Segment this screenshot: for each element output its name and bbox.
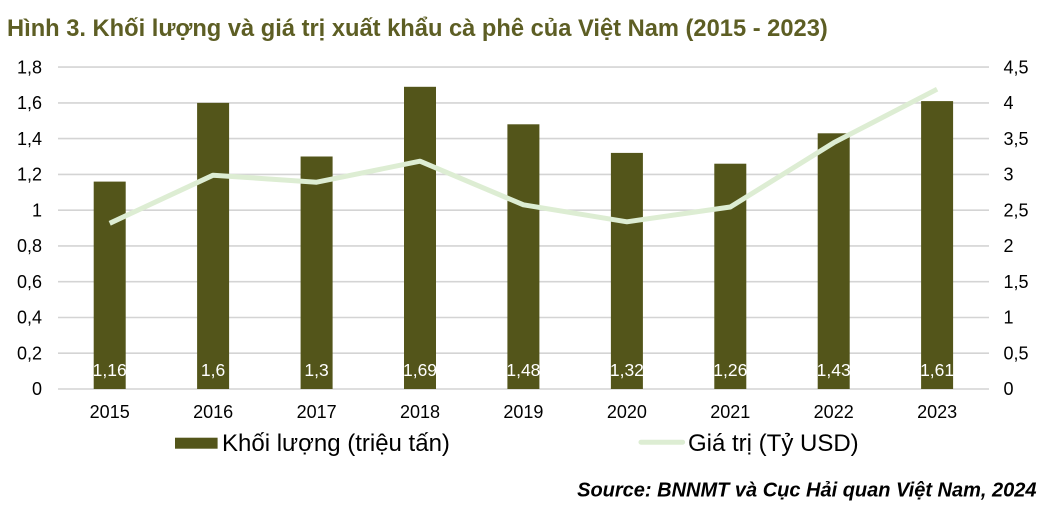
svg-text:1,5: 1,5	[1004, 272, 1029, 292]
svg-text:2020: 2020	[607, 402, 647, 422]
svg-text:2019: 2019	[503, 402, 543, 422]
svg-text:2: 2	[1004, 236, 1014, 256]
svg-text:1,48: 1,48	[506, 360, 540, 380]
svg-text:1,2: 1,2	[17, 165, 42, 185]
svg-text:1,43: 1,43	[817, 360, 851, 380]
svg-text:2018: 2018	[400, 402, 440, 422]
svg-text:1,6: 1,6	[17, 93, 42, 113]
svg-text:0,5: 0,5	[1004, 343, 1029, 363]
svg-text:Source: BNNMT và Cục Hải quan: Source: BNNMT và Cục Hải quan Việt Nam, …	[577, 480, 1036, 502]
svg-text:2016: 2016	[193, 402, 233, 422]
svg-text:1,6: 1,6	[201, 360, 225, 380]
svg-text:1,26: 1,26	[713, 360, 747, 380]
svg-text:4,5: 4,5	[1004, 57, 1029, 77]
svg-text:2017: 2017	[297, 402, 337, 422]
svg-text:0,2: 0,2	[17, 343, 42, 363]
svg-text:1,61: 1,61	[920, 360, 954, 380]
svg-text:1: 1	[32, 200, 42, 220]
svg-text:2021: 2021	[710, 402, 750, 422]
svg-text:Khối lượng (triệu tấn): Khối lượng (triệu tấn)	[222, 430, 450, 457]
svg-text:3,5: 3,5	[1004, 129, 1029, 149]
svg-text:1,8: 1,8	[17, 57, 42, 77]
svg-text:2022: 2022	[814, 402, 854, 422]
svg-text:Hình 3. Khối lượng và giá trị: Hình 3. Khối lượng và giá trị xuất khẩu …	[7, 16, 828, 42]
svg-text:2023: 2023	[917, 402, 957, 422]
svg-text:0: 0	[32, 379, 42, 399]
svg-text:Giá trị (Tỷ USD): Giá trị (Tỷ USD)	[688, 430, 859, 457]
svg-text:0: 0	[1004, 379, 1014, 399]
svg-text:1: 1	[1004, 308, 1014, 328]
svg-text:2,5: 2,5	[1004, 200, 1029, 220]
svg-text:1,3: 1,3	[304, 360, 328, 380]
svg-text:1,32: 1,32	[610, 360, 644, 380]
svg-text:0,6: 0,6	[17, 272, 42, 292]
svg-text:1,69: 1,69	[403, 360, 437, 380]
svg-text:2015: 2015	[90, 402, 130, 422]
svg-text:4: 4	[1004, 93, 1014, 113]
svg-text:0,8: 0,8	[17, 236, 42, 256]
svg-text:0,4: 0,4	[17, 308, 42, 328]
svg-text:1,4: 1,4	[17, 129, 42, 149]
svg-text:1,16: 1,16	[93, 360, 127, 380]
svg-text:3: 3	[1004, 165, 1014, 185]
